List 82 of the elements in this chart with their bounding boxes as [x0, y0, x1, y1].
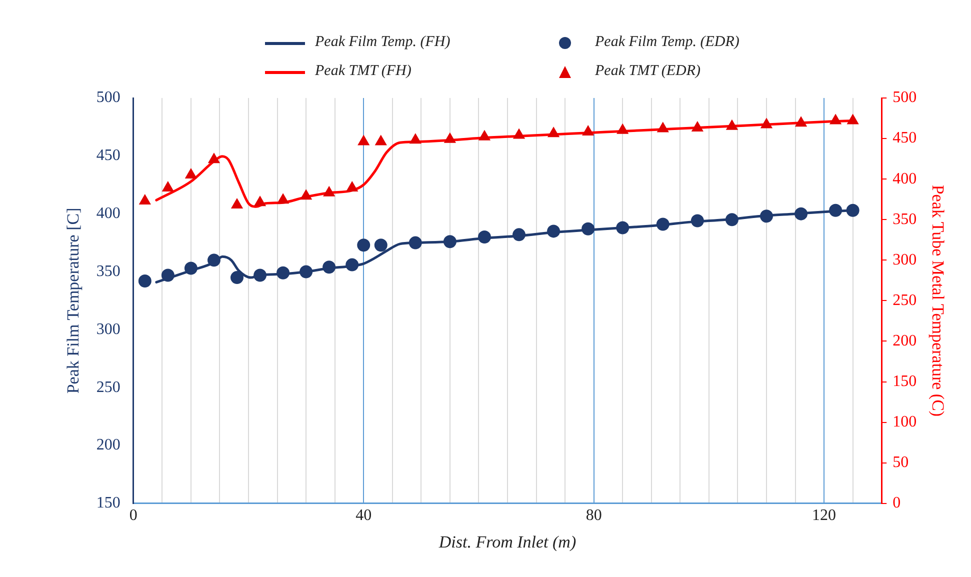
point — [161, 268, 174, 282]
point — [184, 262, 198, 275]
y2-tick-label: 0 — [892, 494, 901, 512]
point — [358, 135, 370, 146]
point — [478, 130, 490, 140]
point — [410, 134, 422, 144]
point — [139, 194, 151, 204]
point — [690, 214, 704, 228]
point — [794, 207, 808, 220]
y-axis-title: Peak Film Temperature [C] — [64, 208, 83, 394]
point — [616, 221, 630, 234]
point — [512, 228, 526, 242]
y2-tick-label: 400 — [892, 170, 917, 188]
y-tick-label: 400 — [96, 205, 120, 222]
point — [760, 210, 773, 223]
point — [346, 258, 359, 272]
point — [374, 238, 388, 252]
point — [760, 118, 772, 128]
point — [208, 153, 220, 164]
legend-label: Peak Film Temp. (EDR) — [595, 34, 740, 51]
x-axis-title: Dist. From Inlet (m) — [438, 532, 576, 552]
point — [725, 213, 738, 226]
y2-tick-label: 500 — [892, 89, 917, 106]
point — [582, 222, 595, 236]
y2-tick-label: 150 — [892, 372, 917, 390]
point — [846, 204, 860, 217]
x-tick-label: 120 — [812, 507, 836, 524]
y2-tick-label: 50 — [892, 454, 909, 472]
point — [254, 196, 266, 206]
point — [207, 254, 220, 267]
point — [300, 265, 313, 278]
point — [300, 190, 312, 200]
point — [254, 268, 267, 282]
point — [478, 230, 491, 244]
y2-axis-title: Peak Tube Metal Temperature (C) — [928, 184, 948, 417]
y2-tick-label: 100 — [892, 414, 917, 431]
y2-tick-label: 300 — [892, 251, 917, 268]
legend-label: Peak Film Temp. (FH) — [315, 34, 450, 51]
y-tick-label: 150 — [96, 494, 120, 512]
point — [582, 126, 594, 136]
point — [138, 274, 152, 288]
point — [830, 114, 842, 124]
y-tick-label: 200 — [96, 436, 120, 454]
x-tick-label: 0 — [129, 507, 138, 524]
x-tick-label: 40 — [356, 507, 372, 524]
point — [847, 114, 859, 124]
point — [323, 186, 335, 196]
y2-tick-label: 200 — [892, 332, 917, 350]
point — [231, 198, 243, 209]
y2-tick-label: 350 — [892, 210, 917, 228]
point — [276, 266, 290, 280]
point — [444, 132, 456, 143]
point — [657, 122, 669, 132]
point — [322, 260, 336, 274]
y-tick-label: 300 — [96, 320, 120, 338]
point — [277, 194, 289, 204]
legend-label: Peak TMT (EDR) — [595, 63, 701, 80]
point — [162, 182, 174, 192]
point — [548, 127, 560, 138]
legend-label: Peak TMT (FH) — [315, 63, 412, 80]
y-tick-label: 450 — [96, 147, 120, 164]
point — [346, 182, 358, 192]
x-tick-label: 80 — [586, 507, 602, 524]
y-tick-label: 250 — [96, 378, 120, 396]
point — [726, 120, 738, 130]
point — [357, 238, 370, 252]
point — [513, 128, 525, 139]
point — [616, 124, 628, 134]
point — [375, 135, 387, 146]
point — [408, 236, 422, 250]
point — [829, 204, 842, 217]
point — [443, 235, 456, 248]
point — [185, 168, 197, 179]
point — [692, 122, 704, 132]
y2-tick-label: 250 — [892, 292, 917, 309]
point — [795, 116, 807, 127]
y-tick-label: 350 — [96, 262, 120, 280]
point — [547, 224, 560, 238]
y-tick-label: 500 — [96, 89, 120, 106]
y2-tick-label: 450 — [892, 130, 917, 147]
point — [656, 218, 670, 231]
point — [230, 271, 244, 284]
